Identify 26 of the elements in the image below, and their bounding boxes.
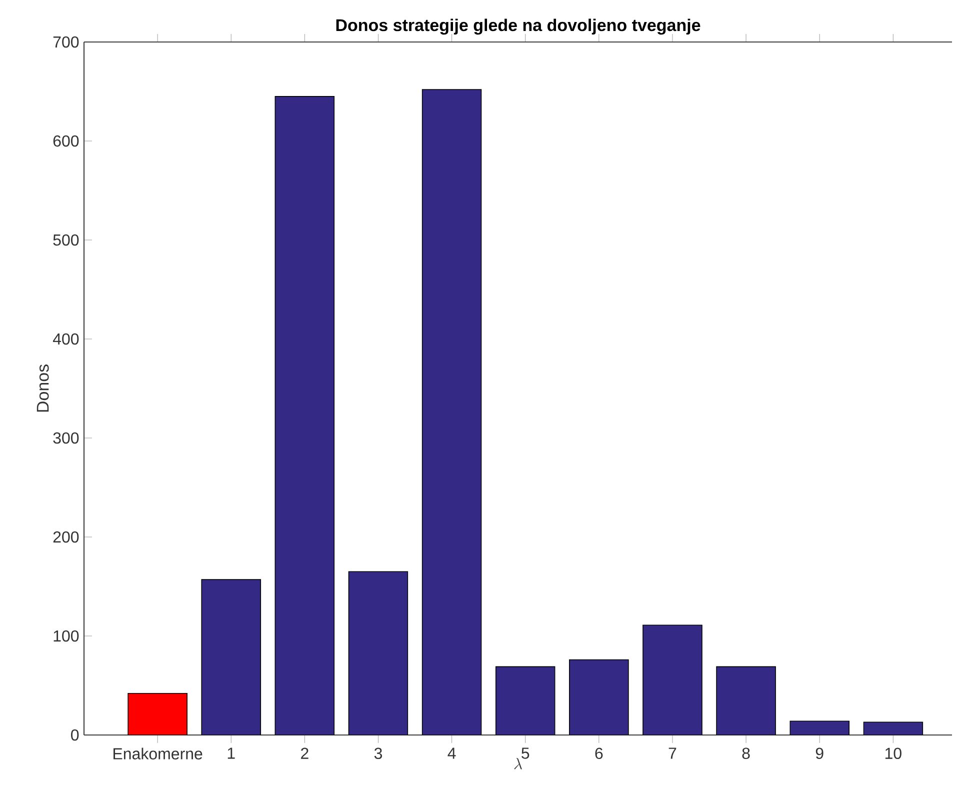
- y-tick-label: 700: [53, 36, 79, 48]
- x-tick-label: 8: [742, 748, 750, 760]
- x-tick-label: 9: [816, 748, 824, 760]
- bar: [422, 89, 482, 735]
- x-axis-title: $\lambda$: [514, 758, 522, 770]
- x-tick-label: 6: [595, 748, 603, 760]
- y-tick-label: 300: [53, 432, 79, 444]
- x-tick-label: 2: [301, 748, 308, 759]
- x-tick-label: 7: [668, 748, 676, 759]
- y-tick-label: 400: [52, 333, 79, 345]
- x-tick-label: 4: [448, 748, 456, 759]
- x-tick-label: Enakomerne: [114, 748, 202, 760]
- x-tick-label: 5: [522, 748, 530, 759]
- x-tick-label: 10: [885, 748, 902, 760]
- x-tick-label: 1: [228, 748, 235, 759]
- y-tick-label: 100: [54, 630, 79, 642]
- chart-title: Donos strategije glede na dovoljeno tveganje: [336, 18, 700, 35]
- y-tick-label: 600: [53, 135, 79, 147]
- bar: [569, 659, 629, 735]
- bar: [790, 720, 850, 735]
- y-tick-label: 200: [53, 531, 79, 543]
- bar: [863, 722, 924, 735]
- y-axis-title: Donos: [36, 364, 49, 412]
- y-tick-label: 0: [71, 729, 79, 741]
- x-tick-label: 3: [374, 748, 382, 760]
- y-tick-label: 500: [53, 234, 79, 246]
